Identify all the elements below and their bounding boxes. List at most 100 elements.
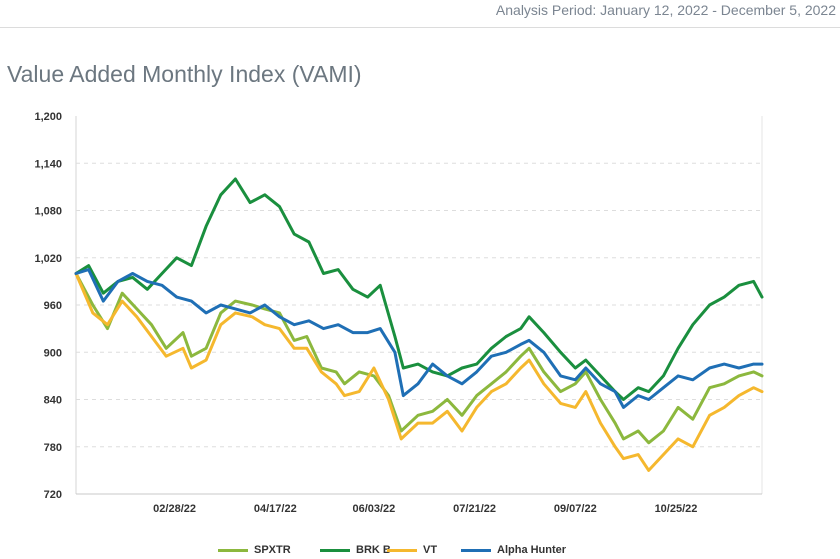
data-point: [204, 225, 208, 228]
data-point: [366, 331, 369, 334]
data-point: [135, 307, 138, 311]
data-point: [234, 299, 237, 303]
data-point: [760, 374, 764, 378]
legend-item[interactable]: Alpha Hunter: [461, 542, 566, 558]
x-tick-label: 04/17/22: [254, 503, 297, 515]
data-point: [647, 469, 650, 472]
series-alpha-hunter: [74, 268, 764, 409]
data-point: [460, 429, 464, 433]
y-tick-label: 1,140: [34, 158, 62, 170]
data-point: [460, 382, 464, 385]
data-point: [219, 193, 222, 196]
data-point: [393, 351, 397, 354]
data-point: [263, 303, 266, 307]
data-point: [121, 299, 124, 303]
data-point: [527, 315, 531, 318]
data-point: [460, 366, 464, 370]
data-point: [446, 398, 449, 401]
data-point: [622, 457, 625, 460]
data-point: [334, 370, 338, 374]
data-point: [691, 418, 694, 421]
data-point: [475, 394, 478, 397]
x-tick-label: 06/03/22: [352, 503, 395, 515]
data-point: [637, 386, 640, 389]
data-point: [160, 284, 164, 287]
data-point: [723, 295, 726, 299]
data-point: [723, 362, 726, 366]
legend-swatch: [387, 548, 417, 552]
data-point: [490, 355, 493, 358]
data-point: [542, 370, 545, 374]
data-point: [584, 366, 587, 370]
data-point: [175, 295, 178, 299]
data-point: [752, 370, 755, 374]
data-point: [542, 351, 545, 354]
data-point: [343, 394, 346, 397]
series-brk-b: [74, 177, 764, 401]
legend-item[interactable]: SPXTR: [218, 542, 291, 558]
data-point: [165, 355, 168, 358]
data-point: [504, 335, 508, 338]
data-point: [737, 284, 741, 287]
y-tick-label: 720: [44, 489, 62, 501]
x-axis: 02/28/22 04/17/22 06/03/22 07/21/22 09/07/22…: [153, 503, 697, 515]
data-point: [372, 374, 376, 378]
data-point: [637, 429, 640, 433]
data-point: [278, 315, 281, 318]
data-point: [402, 366, 405, 370]
data-point: [691, 378, 694, 381]
legend-item[interactable]: VT: [387, 542, 437, 558]
data-point: [393, 335, 397, 338]
data-point: [662, 374, 665, 378]
data-point: [613, 421, 617, 425]
data-point: [527, 347, 531, 350]
data-point: [760, 295, 764, 299]
data-point: [752, 386, 755, 389]
data-point: [446, 374, 449, 378]
data-point: [676, 406, 680, 409]
data-point: [305, 347, 308, 350]
data-point: [320, 370, 323, 374]
data-point: [146, 280, 149, 283]
legend-item[interactable]: BRK B: [320, 542, 391, 558]
data-point: [574, 366, 577, 370]
x-tick-label: 02/28/22: [153, 503, 196, 515]
data-point: [387, 398, 390, 401]
data-point: [150, 335, 153, 338]
data-point: [91, 311, 95, 315]
data-point: [490, 382, 493, 385]
data-point: [293, 339, 296, 342]
data-point: [121, 292, 124, 295]
data-point: [322, 327, 325, 330]
data-point: [106, 323, 109, 326]
data-point: [146, 288, 149, 291]
data-point: [416, 414, 420, 417]
data-point: [358, 370, 361, 374]
data-point: [599, 421, 602, 425]
data-point: [351, 288, 355, 291]
data-point: [234, 177, 237, 181]
data-point: [723, 382, 726, 385]
data-point: [135, 315, 138, 318]
data-point: [431, 421, 434, 425]
y-tick-label: 1,200: [34, 111, 62, 123]
data-point: [263, 307, 266, 311]
y-tick-label: 900: [44, 347, 62, 359]
data-point: [647, 441, 650, 444]
x-tick-label: 07/21/22: [453, 503, 496, 515]
data-point: [293, 347, 296, 350]
data-point: [559, 351, 562, 354]
data-point: [416, 362, 420, 366]
data-point: [559, 402, 562, 405]
data-point: [278, 327, 281, 330]
series-line: [74, 272, 764, 445]
series-line: [74, 272, 764, 472]
data-point: [519, 327, 522, 330]
series-lines: [74, 177, 764, 472]
data-point: [737, 394, 741, 397]
data-point: [307, 319, 311, 322]
data-point: [116, 280, 120, 283]
legend-label: Alpha Hunter: [497, 544, 567, 556]
series-line: [74, 177, 764, 401]
data-point: [337, 323, 340, 326]
